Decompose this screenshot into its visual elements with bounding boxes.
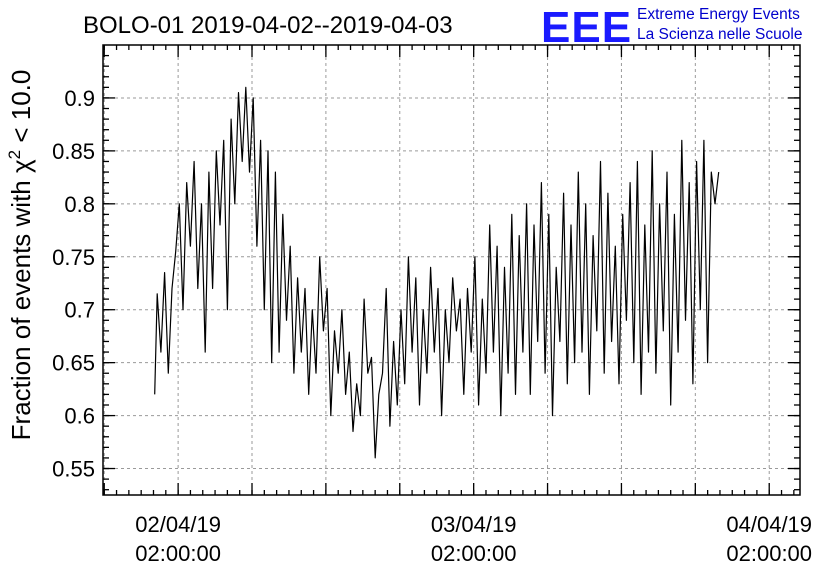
x-tick-label-date: 03/04/19 xyxy=(431,512,517,537)
y-axis-label-rest: < 10.0 xyxy=(6,70,36,150)
y-tick-label: 0.7 xyxy=(64,298,95,323)
x-tick-label-time: 02:00:00 xyxy=(431,541,517,566)
y-tick-labels: 0.55 0.6 0.65 0.7 0.75 0.8 0.85 0.9 xyxy=(52,86,95,482)
y-tick-label: 0.75 xyxy=(52,245,95,270)
logo-line-1: Extreme Energy Events xyxy=(637,6,800,23)
chart-title: BOLO-01 2019-04-02--2019-04-03 xyxy=(83,12,453,39)
x-tick-label-date: 04/04/19 xyxy=(726,512,812,537)
y-tick-label: 0.65 xyxy=(52,351,95,376)
eee-logo: EEE Extreme Energy Events La Scienza nel… xyxy=(541,3,802,52)
y-axis-label-superscript: 2 xyxy=(5,150,24,159)
x-tick-label-time: 02:00:00 xyxy=(135,541,221,566)
plot-frame xyxy=(102,44,801,496)
grid xyxy=(103,45,800,495)
data-series xyxy=(154,86,720,459)
y-tick-label: 0.9 xyxy=(64,86,95,111)
y-tick-label: 0.55 xyxy=(52,457,95,482)
y-axis-label: Fraction of events with χ2 < 10.0 xyxy=(5,70,36,441)
y-axis-label-main: Fraction of events with χ xyxy=(6,159,36,440)
y-tick-label: 0.8 xyxy=(64,192,95,217)
y-tick-label: 0.6 xyxy=(64,404,95,429)
logo-mark: EEE xyxy=(541,3,632,52)
axis-ticks xyxy=(103,45,800,495)
x-tick-label-date: 02/04/19 xyxy=(135,512,221,537)
series-line xyxy=(154,86,720,459)
x-tick-labels: 02/04/19 02:00:00 03/04/19 02:00:00 04/04/19… xyxy=(135,512,812,566)
y-tick-label: 0.85 xyxy=(52,139,95,164)
x-tick-label-time: 02:00:00 xyxy=(726,541,812,566)
logo-line-2: La Scienza nelle Scuole xyxy=(637,26,802,43)
